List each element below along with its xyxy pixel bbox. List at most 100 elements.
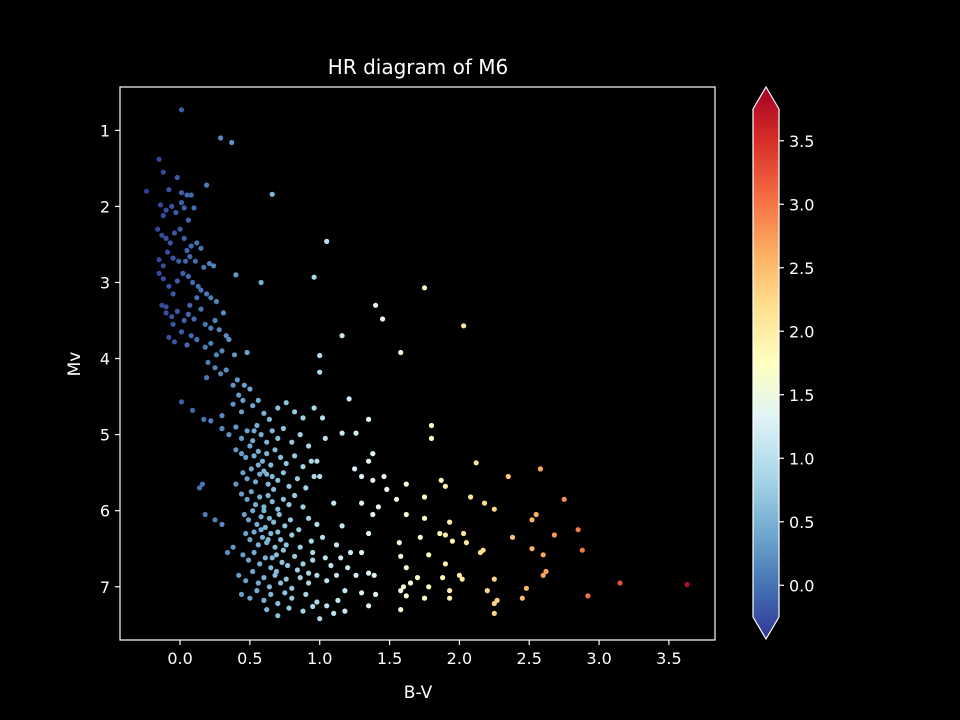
data-point [442, 532, 448, 538]
data-point [251, 428, 257, 434]
data-point [244, 349, 250, 356]
colorbar-tick-label: 1.5 [789, 386, 814, 405]
data-point [279, 559, 285, 566]
data-point [272, 544, 278, 550]
data-point [160, 213, 166, 219]
data-point [171, 339, 178, 345]
data-point [173, 209, 179, 216]
data-point [317, 473, 323, 480]
data-point [347, 549, 354, 556]
data-point [208, 325, 214, 331]
data-point [184, 342, 190, 348]
data-point [294, 567, 300, 573]
data-point [233, 272, 239, 278]
colorbar-tick-label: 0.0 [789, 576, 814, 595]
data-point [322, 555, 328, 561]
data-point [292, 553, 298, 559]
data-point [185, 217, 191, 223]
data-point [359, 549, 365, 556]
data-point [275, 477, 281, 483]
data-point [342, 608, 348, 614]
data-point [240, 552, 246, 558]
data-point [198, 287, 204, 293]
data-point [250, 568, 256, 575]
y-tick-label: 2 [100, 197, 110, 216]
data-point [285, 562, 291, 569]
data-point [463, 540, 469, 546]
data-point [251, 549, 257, 556]
data-point [184, 247, 190, 254]
data-point [192, 258, 198, 264]
data-point [236, 572, 242, 578]
data-point [252, 502, 259, 508]
data-point [258, 514, 264, 520]
data-point [283, 400, 289, 406]
plot-area: 0.0 0.5 1.0 1.5 2.0 2.5 3.0 3.5 1 2 3 4 5 6 7 [100, 86, 716, 668]
x-tick-label: 0.0 [167, 649, 192, 668]
data-point [238, 435, 245, 441]
data-point [269, 191, 275, 197]
data-point [255, 542, 261, 548]
colorbar-tick-label: 0.5 [789, 513, 814, 532]
data-point [254, 521, 260, 528]
data-point [164, 249, 171, 255]
data-point [170, 255, 176, 261]
data-point [157, 202, 164, 208]
data-point [273, 552, 279, 558]
data-point [143, 188, 150, 194]
data-point [265, 492, 271, 499]
data-point [575, 527, 581, 533]
data-point [300, 464, 306, 470]
data-point [156, 156, 162, 162]
x-axis-ticks: 0.0 0.5 1.0 1.5 2.0 2.5 3.0 3.5 [167, 640, 682, 668]
data-point [185, 311, 191, 317]
data-point [202, 511, 208, 518]
data-point [294, 476, 300, 482]
data-point [219, 425, 225, 432]
data-point [421, 595, 428, 601]
data-point [176, 258, 182, 264]
data-point [519, 595, 525, 601]
data-point [449, 538, 455, 544]
data-point [170, 321, 176, 327]
data-point [170, 291, 176, 297]
data-point [417, 534, 423, 540]
data-point [266, 584, 272, 590]
data-point [268, 565, 274, 571]
data-point [297, 575, 303, 581]
data-point [198, 306, 204, 312]
data-point [437, 530, 443, 537]
data-point [353, 572, 359, 578]
data-point [373, 591, 379, 598]
data-point [561, 496, 567, 502]
data-point [160, 263, 166, 269]
data-point [245, 517, 252, 523]
data-point [442, 561, 448, 567]
data-point [245, 557, 252, 563]
data-point [208, 418, 214, 424]
data-point [359, 473, 365, 480]
data-point [317, 369, 323, 375]
data-point [283, 542, 289, 548]
y-tick-label: 4 [100, 350, 110, 369]
x-tick-label: 3.0 [586, 649, 611, 668]
data-point [366, 458, 372, 464]
data-point [269, 473, 275, 480]
data-point [579, 547, 585, 553]
data-point [342, 588, 348, 594]
data-point [440, 575, 446, 581]
data-point [359, 500, 365, 506]
data-point [257, 561, 263, 567]
data-point [251, 529, 257, 535]
scatter-points [143, 107, 690, 622]
data-point [262, 555, 268, 561]
data-point [178, 399, 185, 405]
data-point [258, 432, 264, 438]
data-point [258, 527, 264, 533]
data-point [247, 443, 253, 449]
data-point [240, 470, 246, 476]
data-point [540, 572, 546, 578]
data-point [183, 258, 189, 264]
colorbar-tick-label: 2.5 [789, 259, 814, 278]
data-point [212, 365, 218, 371]
